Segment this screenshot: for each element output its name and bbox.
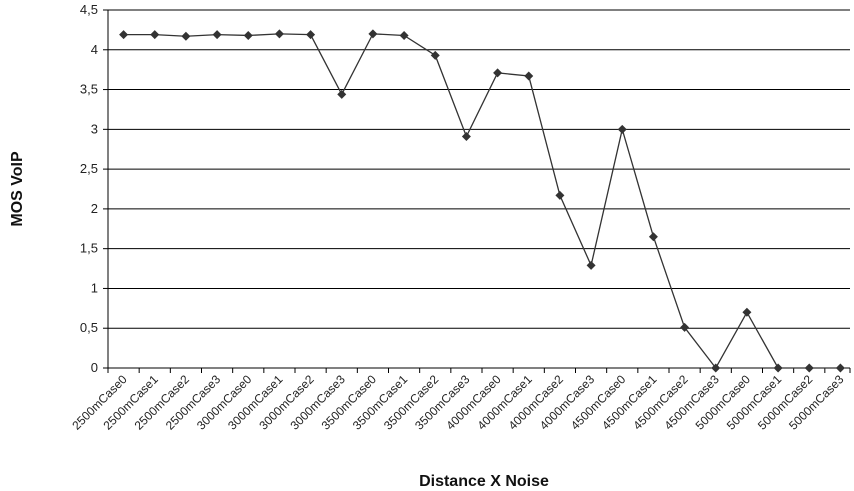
y-tick-label: 1 bbox=[91, 280, 98, 295]
data-point-marker bbox=[680, 322, 690, 332]
axes bbox=[103, 9, 851, 373]
y-tick-label: 3,5 bbox=[80, 82, 98, 97]
y-tick-labels: 0 0,5 1 1,5 2 2,5 3 3,5 4 4,5 bbox=[80, 2, 98, 375]
y-tick-label: 2 bbox=[91, 201, 98, 216]
data-point-marker bbox=[212, 30, 222, 40]
data-point-marker bbox=[493, 68, 503, 78]
data-point-marker bbox=[306, 30, 316, 40]
data-point-marker bbox=[274, 29, 284, 39]
data-point-marker bbox=[430, 50, 440, 60]
data-point-marker bbox=[524, 71, 534, 81]
data-point-marker bbox=[648, 232, 658, 242]
gridlines bbox=[108, 9, 850, 329]
y-tick-label: 2,5 bbox=[80, 161, 98, 176]
data-point-marker bbox=[555, 190, 565, 200]
data-point-marker bbox=[586, 260, 596, 270]
data-point-marker bbox=[804, 363, 814, 373]
data-point-marker bbox=[368, 29, 378, 39]
data-point-marker bbox=[399, 30, 409, 40]
data-point-marker bbox=[181, 31, 191, 41]
y-tick-label: 1,5 bbox=[80, 241, 98, 256]
data-point-marker bbox=[711, 363, 721, 373]
data-point-marker bbox=[773, 363, 783, 373]
data-point-marker bbox=[835, 363, 845, 373]
series bbox=[119, 29, 845, 373]
data-point-marker bbox=[243, 30, 253, 40]
x-tick-labels: 2500mCase02500mCase12500mCase22500mCase3… bbox=[69, 372, 846, 433]
y-tick-label: 0,5 bbox=[80, 320, 98, 335]
data-point-marker bbox=[617, 124, 627, 134]
series-line bbox=[123, 33, 841, 370]
data-point-marker bbox=[461, 131, 471, 141]
data-point-marker bbox=[742, 307, 752, 317]
y-axis-title: MOS VoIP bbox=[9, 151, 26, 227]
x-axis-title: Distance X Noise bbox=[419, 473, 549, 490]
data-point-marker bbox=[337, 89, 347, 99]
data-point-marker bbox=[119, 30, 129, 40]
y-tick-label: 0 bbox=[91, 360, 98, 375]
y-tick-label: 4,5 bbox=[80, 2, 98, 17]
y-tick-label: 4 bbox=[91, 42, 98, 57]
data-point-marker bbox=[150, 30, 160, 40]
y-tick-label: 3 bbox=[91, 121, 98, 136]
